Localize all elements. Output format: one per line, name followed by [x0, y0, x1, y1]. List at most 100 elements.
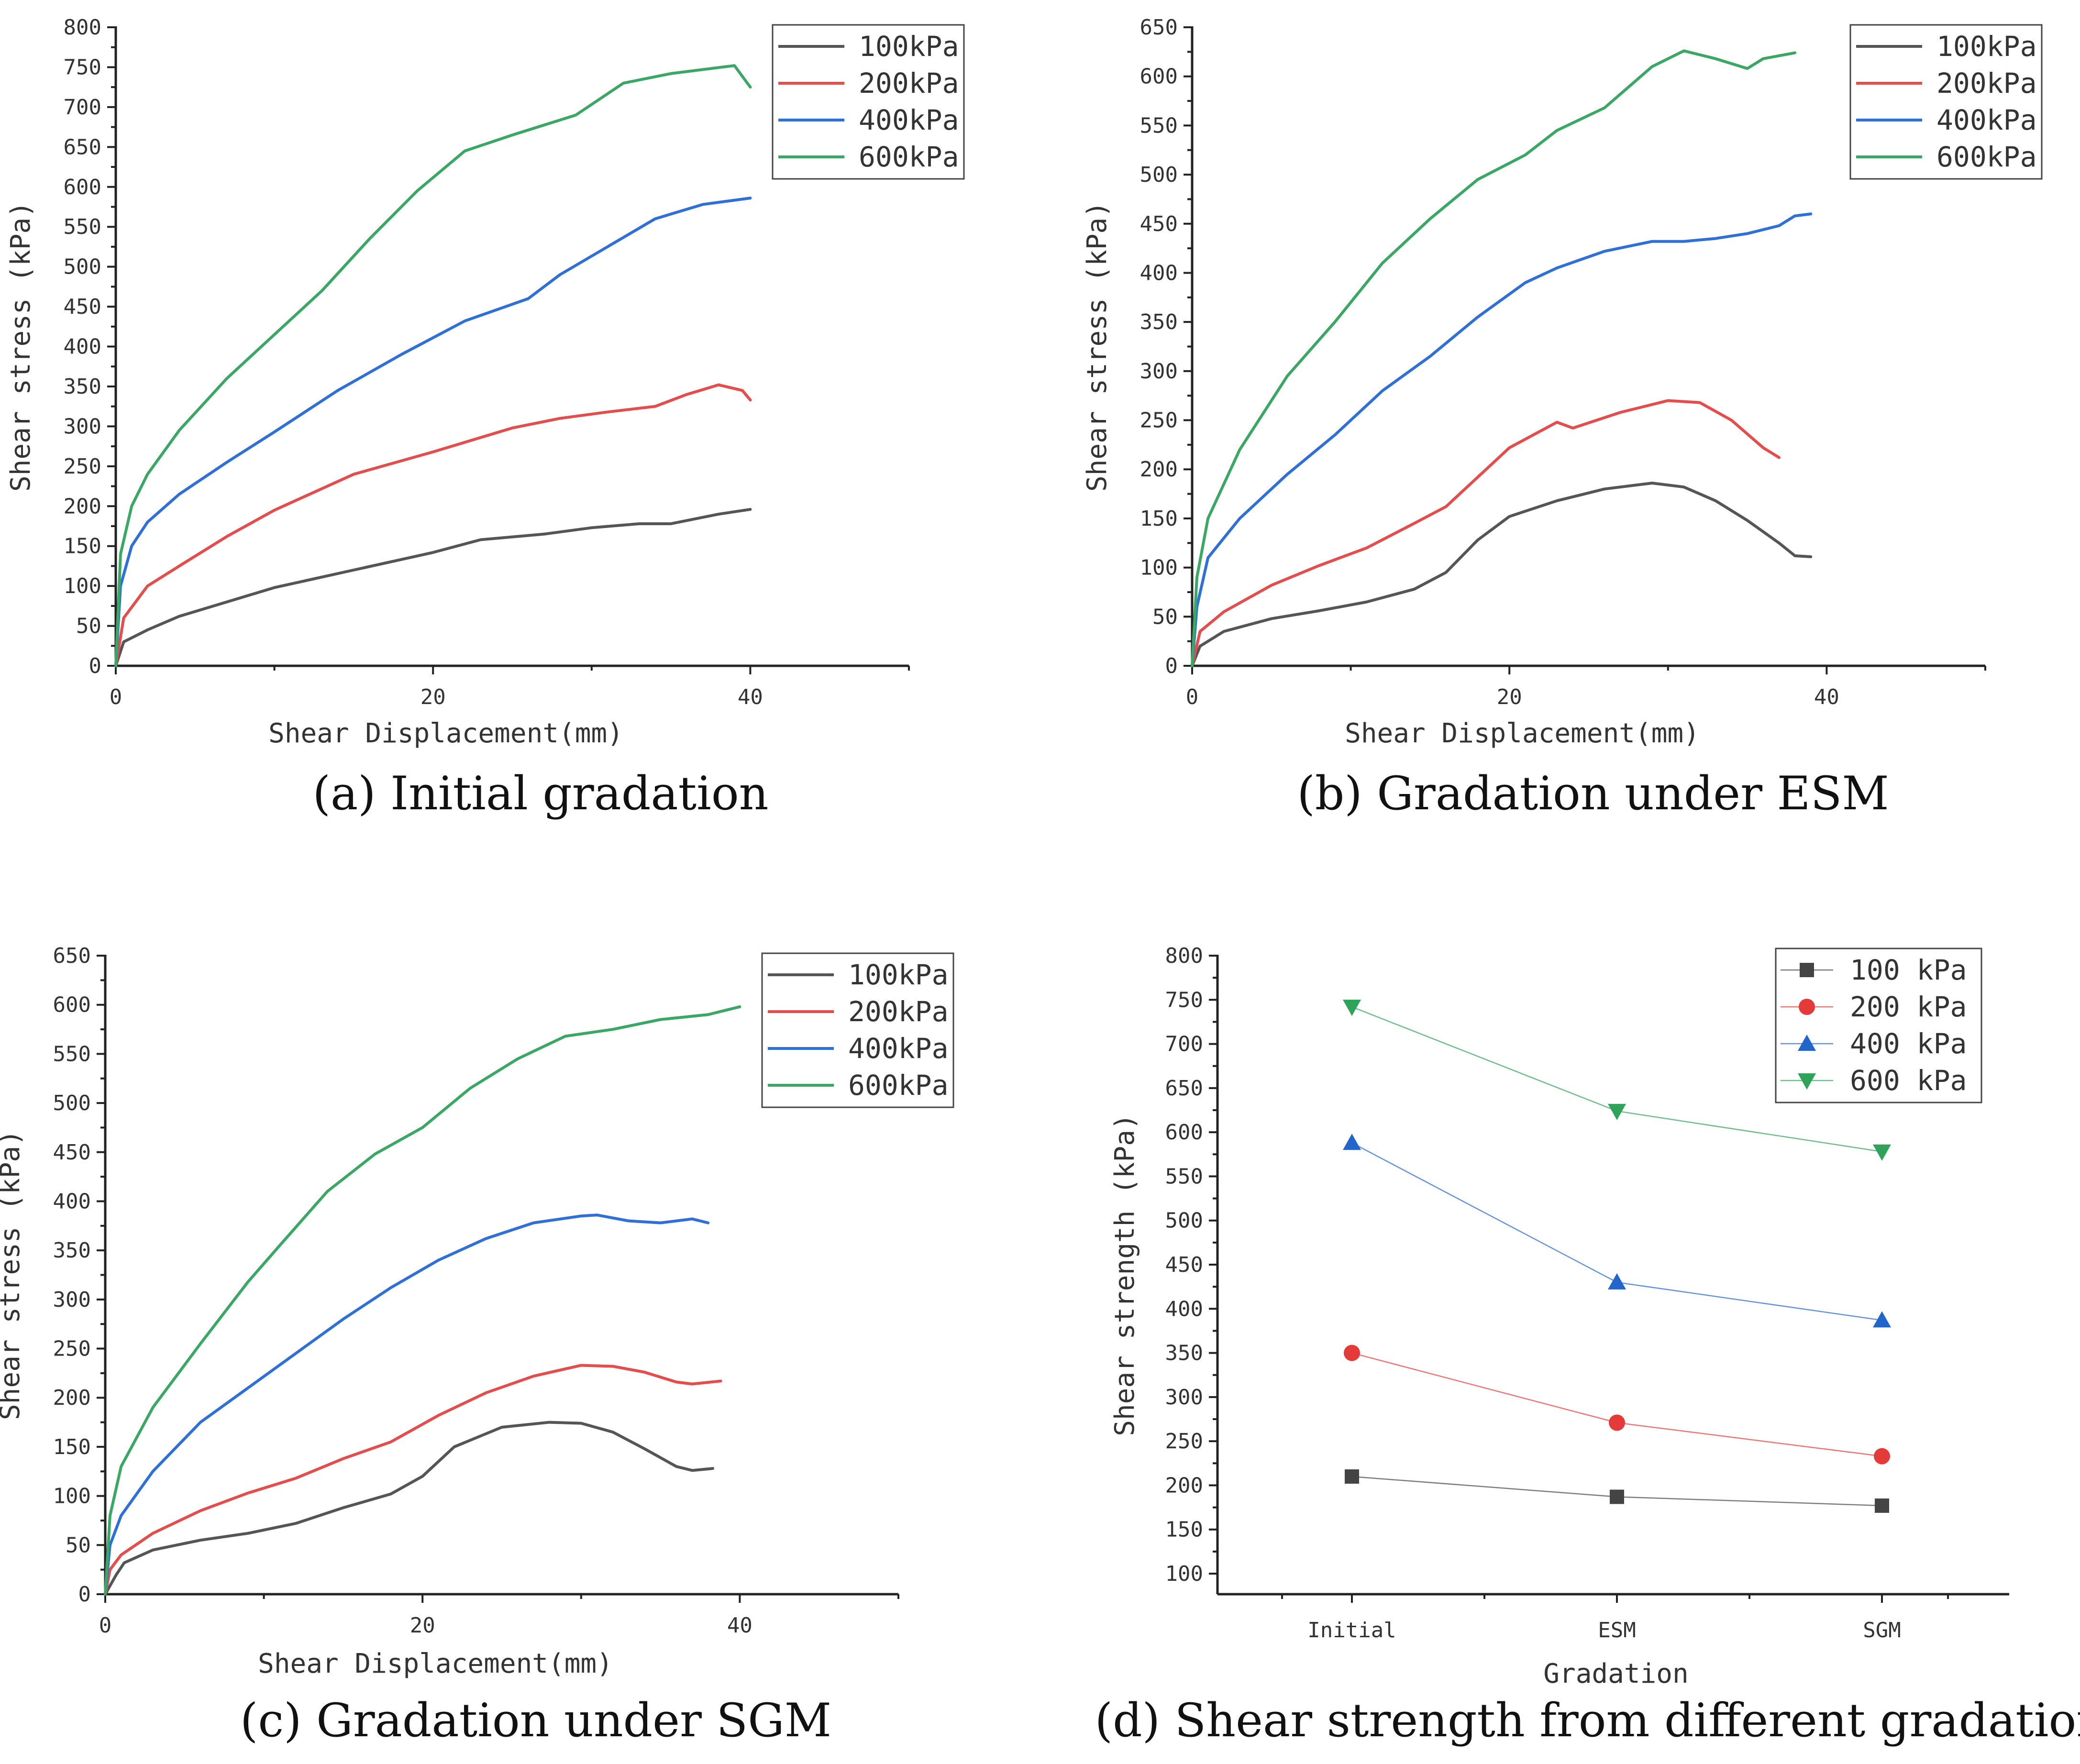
y-tick-label: 300	[1140, 359, 1178, 384]
y-tick-label: 100	[53, 1484, 91, 1509]
y-tick-label: 200	[64, 494, 101, 518]
y-tick-label: 0	[89, 654, 102, 678]
y-tick-label: 550	[1140, 113, 1178, 138]
y-tick-label: 300	[53, 1288, 91, 1312]
series-line-400kPa	[1191, 212, 1813, 667]
y-tick-label: 150	[64, 534, 101, 559]
panel-caption: (a) Initial gradation	[312, 767, 768, 820]
x-tick-label: 40	[1814, 685, 1839, 709]
y-tick-label: 50	[1152, 605, 1178, 629]
y-tick-label: 300	[64, 414, 101, 439]
y-axis-title: Shear stress (kPa)	[0, 1130, 26, 1420]
y-tick-label: 600	[1165, 1120, 1203, 1145]
legend-marker	[1798, 1073, 1816, 1090]
y-tick-label: 800	[1165, 944, 1203, 968]
series-line-100kPa	[104, 1421, 715, 1596]
x-tick-label: 20	[420, 685, 446, 709]
series-line-200kPa	[114, 383, 752, 667]
y-tick-label: 700	[64, 95, 101, 120]
data-point	[1609, 1414, 1625, 1431]
data-point	[1608, 1273, 1626, 1290]
legend-box	[1849, 24, 2043, 180]
y-tick-label: 600	[53, 993, 91, 1017]
y-tick-label: 250	[64, 454, 101, 479]
y-tick-label: 350	[64, 375, 101, 399]
series-line-600kPa	[1191, 49, 1797, 667]
legend-label: 100kPa	[1936, 30, 2037, 63]
data-point	[1344, 1345, 1360, 1361]
legend-label: 200kPa	[848, 995, 949, 1028]
y-tick-label: 350	[53, 1238, 91, 1263]
data-point	[1343, 1134, 1361, 1150]
legend: 100kPa 200kPa 400kPa 600kPa	[772, 24, 965, 180]
legend: 100kPa 200kPa 400kPa 600kPa	[1849, 24, 2043, 180]
legend-box	[772, 24, 965, 180]
legend-label: 100 kPa	[1850, 954, 1967, 986]
y-tick-label: 400	[64, 335, 101, 359]
y-tick-label: 450	[53, 1140, 91, 1165]
y-tick-label: 200	[1140, 457, 1178, 482]
x-tick-label: 20	[410, 1613, 435, 1638]
y-tick-label: 700	[1165, 1032, 1203, 1057]
x-tick-label: 0	[1186, 685, 1199, 709]
y-tick-label: 400	[1140, 261, 1178, 285]
y-tick-label: 150	[1140, 507, 1178, 531]
legend-marker	[1798, 1035, 1816, 1051]
x-tick-label: SGM	[1863, 1618, 1901, 1643]
series-line-100kPa	[114, 507, 752, 667]
y-tick-label: 350	[1140, 310, 1178, 334]
y-tick-label: 650	[64, 135, 101, 159]
legend-label: 200 kPa	[1850, 991, 1967, 1023]
y-tick-label: 600	[1140, 65, 1178, 89]
data-point	[1873, 1144, 1891, 1161]
legend-label: 600kPa	[1936, 141, 2037, 173]
y-tick-label: 500	[64, 255, 101, 279]
y-tick-label: 400	[1165, 1297, 1203, 1321]
x-tick-label: Initial	[1307, 1618, 1396, 1643]
x-tick-label: 40	[738, 685, 763, 709]
data-point	[1874, 1448, 1890, 1465]
y-tick-label: 500	[1140, 163, 1178, 187]
series-line-600kPa	[114, 64, 752, 667]
panel-caption: (d) Shear strength from different gradat…	[1095, 1694, 2080, 1747]
legend-label: 400kPa	[848, 1032, 949, 1065]
y-tick-label: 600	[64, 175, 101, 199]
y-tick-label: 350	[1165, 1341, 1203, 1366]
y-tick-label: 750	[1165, 988, 1203, 1012]
x-axis-title: Shear Displacement(mm)	[268, 718, 623, 749]
legend: 100 kPa 200 kPa 400 kPa 600 kPa	[1775, 948, 1982, 1103]
y-tick-label: 500	[53, 1091, 91, 1115]
legend-label: 400 kPa	[1850, 1027, 1967, 1060]
x-tick-label: 40	[727, 1613, 752, 1638]
legend-label: 100kPa	[848, 959, 949, 991]
data-point	[1875, 1498, 1889, 1513]
y-tick-label: 800	[64, 15, 101, 40]
y-axis-title: Shear strength (kPa)	[1109, 1114, 1140, 1436]
legend-label: 200kPa	[1936, 67, 2037, 99]
y-tick-label: 650	[1165, 1076, 1203, 1101]
x-tick-label: 0	[99, 1613, 112, 1638]
series-line-200kPa	[104, 1364, 722, 1596]
y-tick-label: 100	[64, 574, 101, 598]
x-tick-label: ESM	[1598, 1618, 1636, 1643]
x-axis-title: Gradation	[1543, 1658, 1688, 1689]
chart-panel-c: 0 50 100 150 200 250 300 350 400 450 500 550 600 650 0…	[0, 944, 954, 1747]
legend-marker	[1799, 999, 1815, 1015]
y-tick-label: 650	[1140, 15, 1178, 40]
legend-marker	[1800, 963, 1814, 977]
series-line-200kPa	[1351, 1352, 1882, 1457]
y-tick-label: 100	[1165, 1562, 1203, 1586]
y-tick-label: 500	[1165, 1209, 1203, 1233]
y-tick-label: 0	[78, 1582, 91, 1607]
chart-panel-d: 100 150 200 250 300 350 400 450 500 550 600 650 700 7…	[1095, 944, 2080, 1747]
y-tick-label: 550	[1165, 1164, 1203, 1189]
legend-label: 400kPa	[859, 104, 959, 136]
legend-label: 200kPa	[859, 67, 959, 99]
y-tick-label: 200	[53, 1386, 91, 1410]
data-point	[1343, 1000, 1361, 1016]
y-tick-label: 550	[64, 215, 101, 239]
y-tick-label: 250	[53, 1337, 91, 1361]
series-line-400kPa	[1351, 1142, 1882, 1321]
y-tick-label: 100	[1140, 556, 1178, 580]
